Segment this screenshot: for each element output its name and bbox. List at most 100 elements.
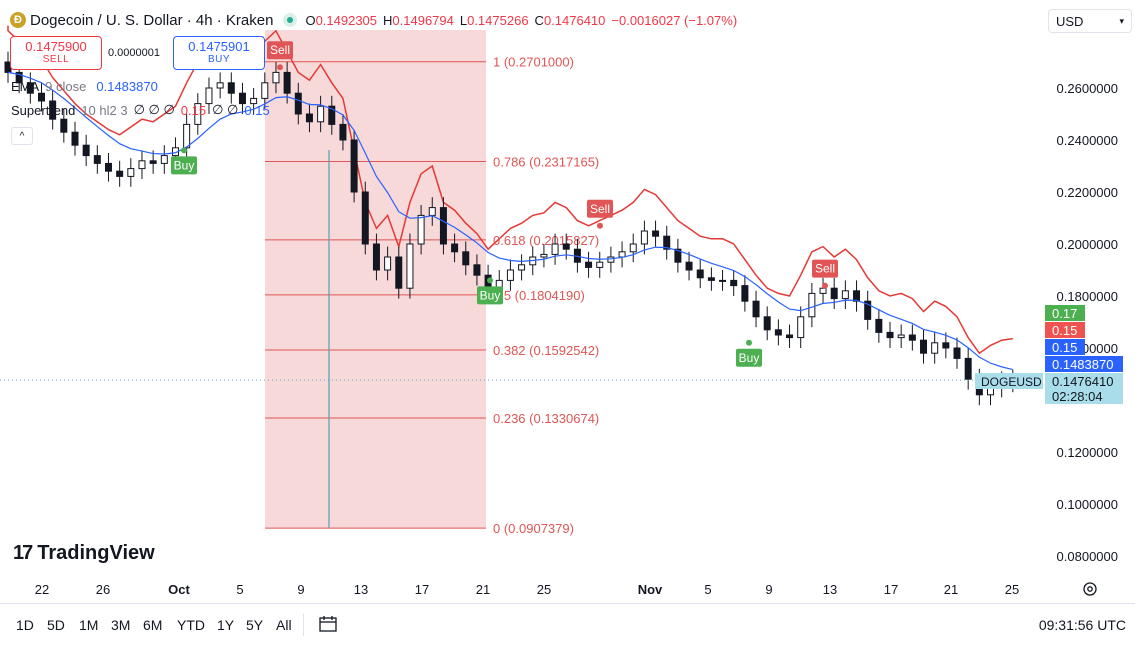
ema-path (7, 71, 1013, 371)
tradingview-logo[interactable]: 17 TradingView (13, 542, 155, 565)
timeframe-ytd[interactable]: YTD (177, 617, 205, 633)
candle-body (350, 139, 358, 193)
ohlc-item: H0.1496794 (383, 13, 454, 28)
supertrend-empty-values: ∅ ∅ ∅ (133, 102, 175, 117)
candle-body (875, 318, 883, 333)
price-tick-label: 0.1000000 (1057, 497, 1118, 512)
time-tick-label: 22 (35, 582, 49, 597)
tradingview-mark-icon: 17 (13, 542, 33, 564)
candle-body (808, 292, 816, 318)
time-tick-label: 17 (884, 582, 898, 597)
chevron-down-icon: ▾ (1119, 15, 1124, 26)
ema-value: 0.1483870 (96, 79, 158, 94)
signal-badge (587, 199, 613, 218)
fibonacci-retracement[interactable]: 1 (0.2701000) 0.786 (0.2317165) 0.618 (0.2… (265, 30, 599, 536)
supertrend-blue-value: 0.15 (244, 102, 270, 118)
candle-body (283, 71, 291, 94)
price-axis[interactable]: 0.2600000 0.2400000 0.2200000 0.2000000 0.18… (1057, 81, 1118, 564)
market-open-icon (283, 13, 298, 27)
signal-dot (597, 222, 603, 229)
buy-button[interactable]: 0.1475901 BUY (173, 36, 265, 70)
price-label-text: 0.1483870 (1052, 357, 1113, 372)
candle-body (774, 329, 782, 336)
candle-body (853, 290, 861, 302)
ema-line (7, 71, 1013, 371)
candle-body (752, 300, 760, 318)
candle-body (953, 347, 961, 359)
candle-body (216, 82, 224, 89)
candle-body (618, 251, 626, 258)
candle-body (562, 243, 570, 250)
time-tick-label: 13 (823, 582, 837, 597)
candle-body (317, 105, 325, 123)
price-tick-label: 0.2000000 (1057, 237, 1118, 252)
candle-body (663, 235, 671, 250)
ohlc-key: H (383, 12, 393, 28)
timeframe-all[interactable]: All (276, 617, 292, 633)
ema-legend[interactable]: EMA 9 close 0.1483870 (11, 79, 158, 94)
candle-body (439, 207, 447, 245)
time-tick-label: 5 (704, 582, 711, 597)
candle-body (819, 287, 827, 294)
candle-body (261, 82, 269, 99)
time-tick-label: 13 (354, 582, 368, 597)
candle-body (238, 92, 246, 105)
candle-body (82, 144, 90, 157)
ema-name: EMA (11, 79, 40, 94)
candle-body (127, 168, 135, 177)
candle-body (719, 279, 727, 282)
price-label-box (1045, 339, 1085, 355)
candle-body (116, 170, 124, 177)
sell-signal-label: Sell (590, 202, 610, 216)
fib-level-label: 0.382 (0.1592542) (493, 343, 599, 358)
signal-dot (277, 64, 283, 71)
dogecoin-icon: Ð (10, 12, 26, 28)
candle-body (707, 277, 715, 281)
calendar-icon[interactable] (318, 614, 338, 634)
symbol-title[interactable]: Dogecoin / U. S. Dollar · 4h · Kraken (30, 11, 274, 29)
time-tick-label: 9 (765, 582, 772, 597)
currency-select[interactable]: USD ▾ (1048, 9, 1132, 33)
candle-body (730, 279, 738, 287)
fib-level-label: 0.236 (0.1330674) (493, 411, 599, 426)
settings-icon[interactable] (1082, 581, 1098, 597)
sell-button[interactable]: 0.1475900 SELL (10, 36, 102, 70)
ohlc-item: −0.0016027 (−1.07%) (611, 13, 737, 28)
price-tick-label: 0.2400000 (1057, 133, 1118, 148)
time-tick-label: 25 (1005, 582, 1019, 597)
price-label-box (1045, 388, 1123, 404)
price-label-text: 0.15 (1052, 340, 1077, 355)
timeframe-3m[interactable]: 3M (111, 617, 131, 633)
candle-body (786, 334, 794, 339)
bottom-toolbar: 1D 5D 1M 3M 6M YTD 1Y 5Y All 09:31:56 UTC (0, 603, 1135, 646)
timeframe-5y[interactable]: 5Y (246, 617, 264, 633)
ohlc-item: L0.1475266 (460, 13, 529, 28)
price-label-text: 0.15 (1052, 323, 1077, 338)
candle-body (696, 269, 704, 279)
candle-body (629, 243, 637, 253)
candle-body (652, 230, 660, 237)
chevron-up-icon: ^ (19, 130, 25, 142)
candle-body (585, 261, 593, 268)
timeframe-5d[interactable]: 5D (47, 617, 65, 633)
sell-price: 0.1475900 (25, 39, 87, 54)
timeframe-6m[interactable]: 6M (143, 617, 163, 633)
signal-dot (822, 282, 828, 289)
collapse-legend-button[interactable]: ^ (11, 127, 33, 145)
ohlc-key: O (305, 12, 316, 28)
sell-label: SELL (42, 54, 70, 65)
clock[interactable]: 09:31:56 UTC (1038, 617, 1126, 633)
candle-body (864, 300, 872, 320)
candle-body (428, 207, 436, 216)
signal-dot (487, 277, 493, 284)
symbol-label-text: DOGEUSD (981, 375, 1042, 389)
timeframe-1y[interactable]: 1Y (217, 617, 235, 633)
time-tick-label: 5 (236, 582, 243, 597)
timeframe-1m[interactable]: 1M (79, 617, 99, 633)
timeframe-1d[interactable]: 1D (16, 617, 34, 633)
supertrend-params: 10 hl2 3 (81, 102, 128, 118)
time-axis[interactable]: 22 26 Oct 5 9 13 17 21 25 Nov 5 9 13 17 21 25 (35, 582, 1019, 597)
supertrend-legend[interactable]: Supertrend 10 hl2 3 ∅ ∅ ∅ 0.15 ∅ ∅ 0.15 (11, 102, 270, 118)
fib-level-label: 0.618 (0.2015827) (493, 233, 599, 248)
